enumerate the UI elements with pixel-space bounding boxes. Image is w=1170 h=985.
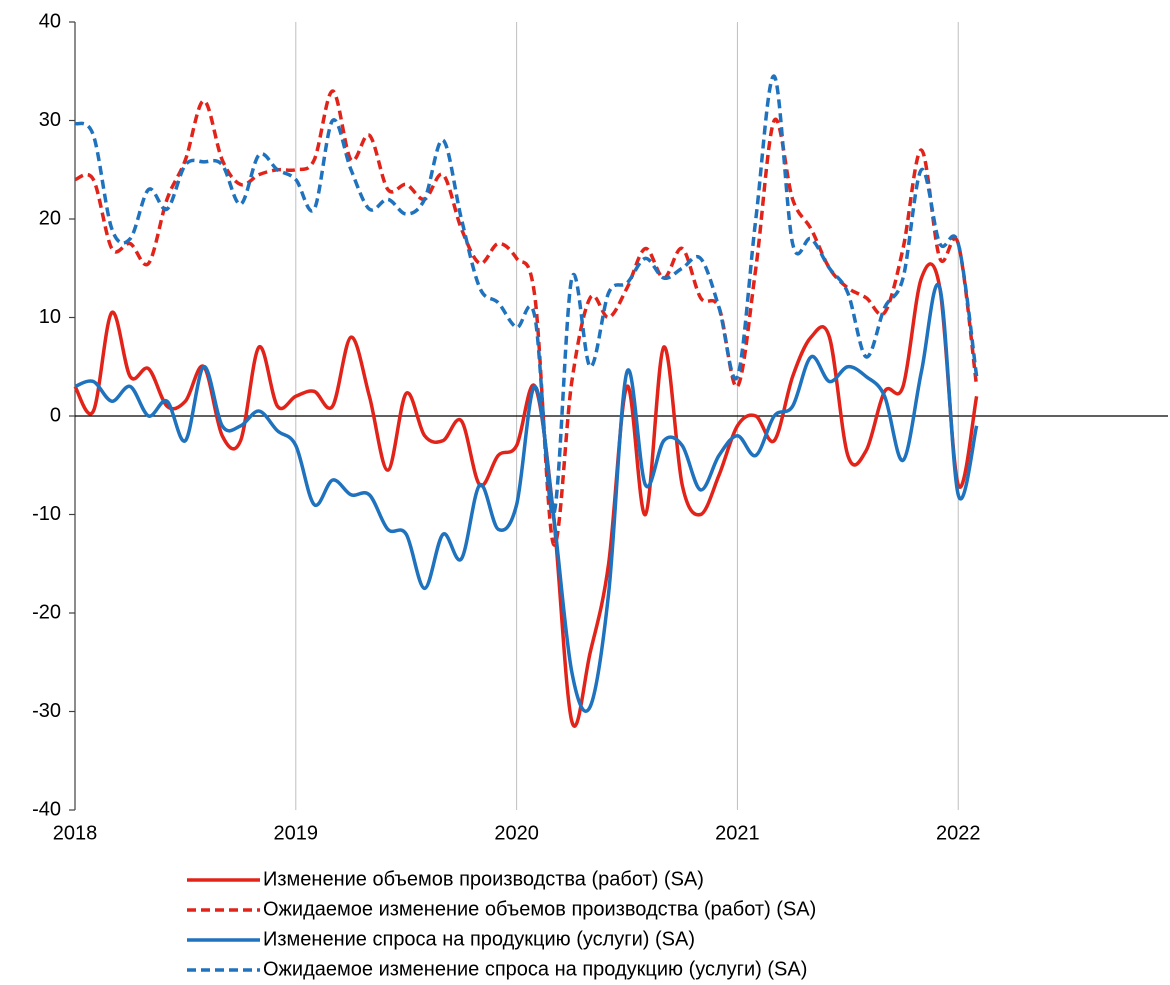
y-tick-label: 30 [39,109,61,131]
y-tick-label: -30 [32,700,61,722]
y-tick-label: 20 [39,207,61,229]
y-tick-label: -20 [32,601,61,623]
y-tick-label: 40 [39,10,61,32]
x-tick-label: 2018 [53,822,98,844]
legend-label: Ожидаемое изменение спроса на продукцию … [263,958,807,980]
legend-label: Изменение спроса на продукцию (услуги) (… [263,928,695,950]
y-tick-label: 0 [50,404,61,426]
line-series [74,74,979,517]
line-series [74,89,979,547]
legend-label: Ожидаемое изменение объемов производства… [263,898,816,920]
x-tick-label: 2020 [494,822,539,844]
line-series [74,282,979,713]
x-tick-label: 2019 [274,822,319,844]
x-tick-label: 2021 [715,822,760,844]
y-tick-label: 10 [39,306,61,328]
line-series [73,262,979,728]
y-tick-label: -10 [32,503,61,525]
legend-label: Изменение объемов производства (работ) (… [263,868,704,890]
x-tick-label: 2022 [936,822,981,844]
y-tick-label: -40 [32,798,61,820]
